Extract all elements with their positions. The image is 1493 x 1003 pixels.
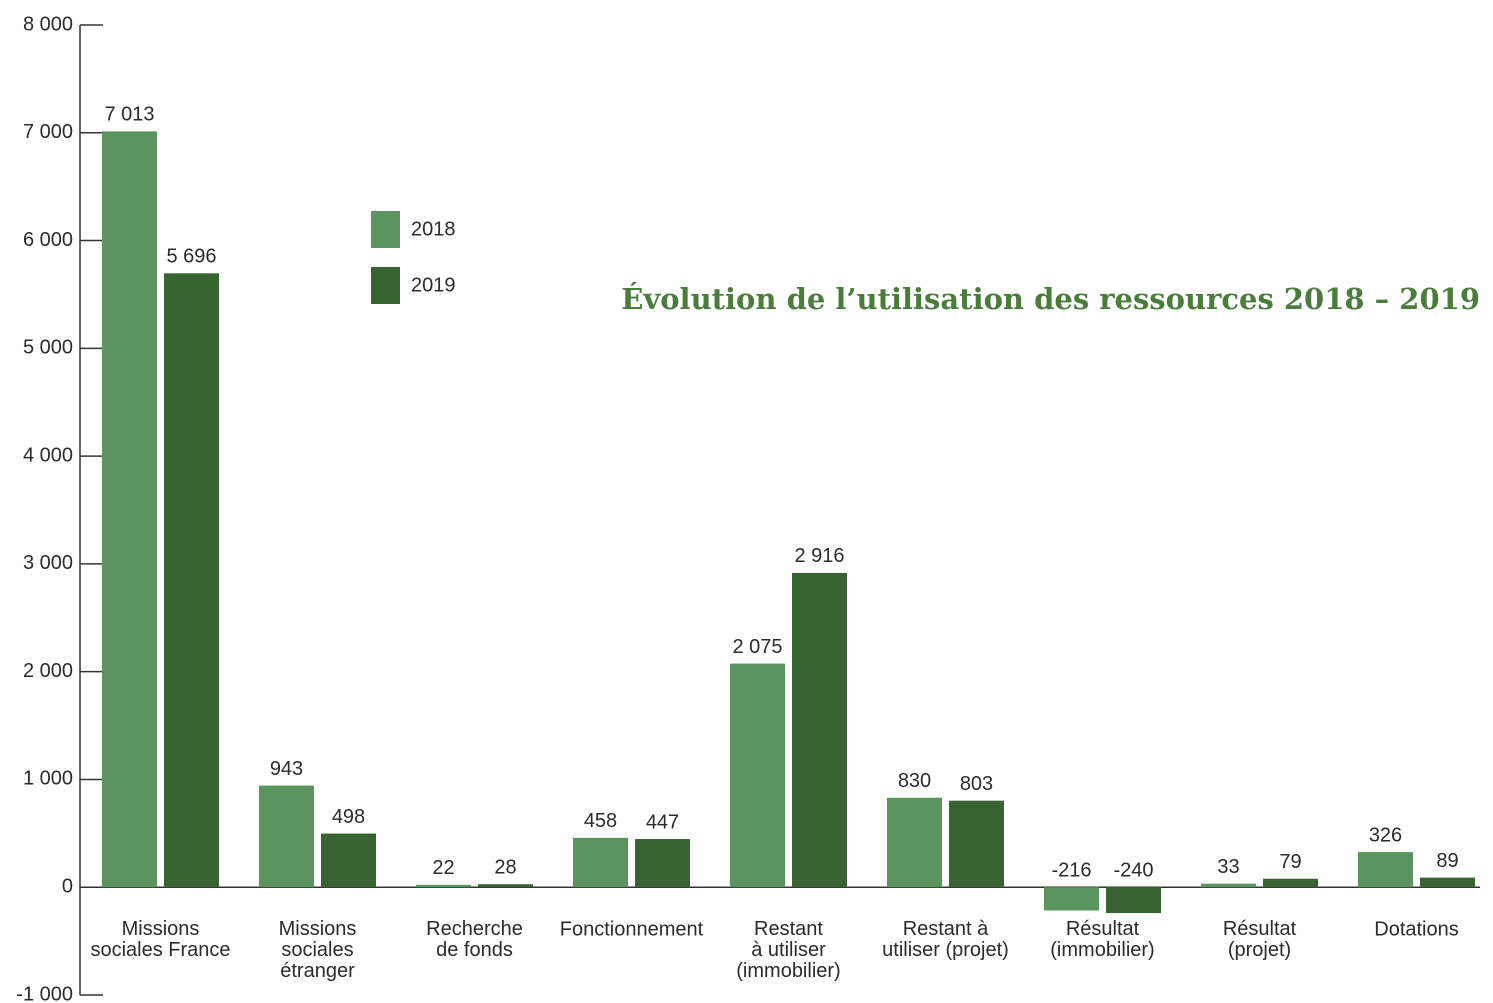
legend-label: 2019 [411,274,456,296]
legend-swatch [371,267,400,304]
bar [1044,887,1099,911]
bar [1263,878,1318,888]
bar [1358,852,1413,888]
chart-title: Évolution de l’utilisation des ressource… [621,281,1480,316]
x-tick-label: Résultat (immobilier) [1050,918,1154,961]
y-tick-label: 8 000 [23,13,73,35]
value-label: 447 [646,811,679,833]
bar [887,797,942,888]
x-tick-label: Restant à utiliser (projet) [882,918,1009,961]
value-label: 79 [1279,851,1301,873]
bar [164,273,219,888]
bar [1106,887,1161,914]
y-tick-label: 5 000 [23,337,73,359]
bar [259,785,314,888]
legend-swatch [371,211,400,248]
x-tick-label: Missions sociales étranger [279,918,357,982]
value-label: 33 [1217,856,1239,878]
x-tick-label: Recherche de fonds [426,918,523,961]
bar [792,572,847,888]
y-tick-label: 1 000 [23,768,73,790]
value-label: 5 696 [166,246,216,268]
x-tick-label: Missions sociales France [90,918,230,961]
x-tick-label: Dotations [1374,918,1459,940]
bar [635,839,690,888]
y-tick-label: 4 000 [23,444,73,466]
y-tick-label: 3 000 [23,552,73,574]
y-tick-label: 7 000 [23,121,73,143]
value-label: 7 013 [104,104,154,126]
bar [102,131,157,888]
value-label: 326 [1369,824,1402,846]
bar [1420,877,1475,888]
y-tick-label: -1 000 [16,983,73,1003]
value-label: 458 [584,810,617,832]
y-tick-label: 6 000 [23,229,73,251]
value-label: 498 [332,806,365,828]
bar [1201,883,1256,888]
bar [416,884,471,888]
value-label: 28 [494,856,516,878]
bar [949,800,1004,888]
value-label: 2 916 [794,545,844,567]
value-label: -216 [1051,860,1091,882]
x-tick-label: Fonctionnement [560,918,704,940]
y-tick-label: 2 000 [23,660,73,682]
bar [573,837,628,888]
value-label: 803 [960,773,993,795]
value-label: 830 [898,770,931,792]
bar [730,663,785,888]
value-label: 943 [270,758,303,780]
value-label: 89 [1436,850,1458,872]
x-tick-label: Restant à utiliser (immobilier) [736,918,840,982]
value-label: 22 [432,857,454,879]
legend-label: 2018 [411,218,456,240]
x-tick-label: Résultat (projet) [1223,918,1297,961]
bar [478,884,533,888]
y-tick-label: 0 [62,876,73,898]
value-label: -240 [1113,860,1153,882]
value-label: 2 075 [732,636,782,658]
bar [321,833,376,888]
